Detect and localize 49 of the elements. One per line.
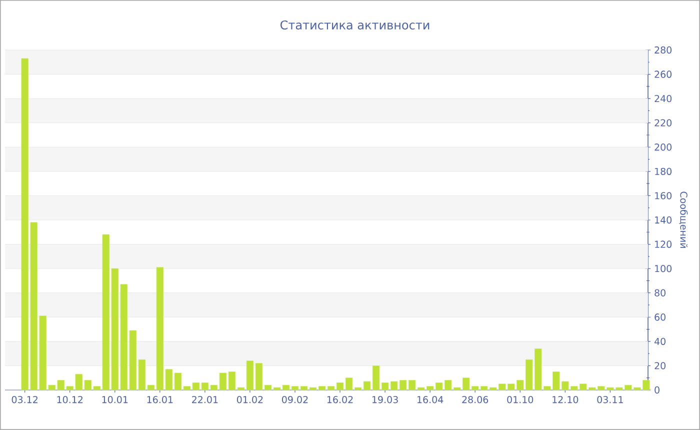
y-tick-label: 60 <box>654 314 666 321</box>
y-tick-label: 80 <box>654 289 666 296</box>
x-tick-label: 01.10 <box>507 396 534 404</box>
bar <box>354 387 362 390</box>
bar <box>327 386 335 390</box>
x-tick-label: 03.11 <box>597 396 623 404</box>
y-tick-label: 0 <box>654 386 660 394</box>
y-tick-label: 240 <box>654 94 672 102</box>
y-tick-label: 180 <box>655 168 672 176</box>
y-tick-label: 20 <box>654 362 666 370</box>
x-tick-label: 09.02 <box>282 396 308 404</box>
y-tick-label: 120 <box>655 240 672 248</box>
x-tick-label: 10.01 <box>102 396 128 404</box>
bar <box>282 384 290 390</box>
y-tick-label: 140 <box>655 216 672 224</box>
y-tick-label: 260 <box>654 70 672 78</box>
bar <box>372 366 380 390</box>
bar <box>291 386 299 390</box>
y-tick-label: 220 <box>654 119 672 126</box>
bar <box>336 382 344 390</box>
bar <box>318 386 326 390</box>
x-tick-label: 01.02 <box>236 396 263 404</box>
x-tick-label: 22.01 <box>192 396 218 404</box>
y-tick-label: 100 <box>655 264 672 272</box>
y-tick-label: 160 <box>655 192 672 200</box>
bar <box>246 360 254 390</box>
x-tick-label: 28.06 <box>462 396 488 404</box>
x-tick-label: 16.01 <box>147 396 173 404</box>
x-tick-label: 10.12 <box>57 396 82 404</box>
bar <box>255 363 263 390</box>
bar <box>309 387 317 390</box>
bar <box>300 386 308 390</box>
x-tick-label: 12.10 <box>552 396 578 404</box>
bar <box>390 381 398 390</box>
bar <box>264 384 272 390</box>
y-tick-label: 280 <box>654 46 672 54</box>
bar <box>381 382 389 390</box>
bar <box>237 387 245 390</box>
x-tick-label: 16.04 <box>418 396 444 404</box>
x-tick-label: 19.03 <box>372 396 398 404</box>
y-tick-label: 40 <box>654 338 666 346</box>
bar <box>273 387 281 390</box>
x-tick-label: 03.12 <box>12 396 38 404</box>
y-tick-label: 200 <box>654 144 672 151</box>
y-axis-title: Сообщений <box>679 192 688 248</box>
x-tick-label: 16.02 <box>327 396 353 404</box>
chart-title: Статистика активности <box>280 20 430 30</box>
bar <box>345 378 353 390</box>
bar <box>363 381 371 390</box>
